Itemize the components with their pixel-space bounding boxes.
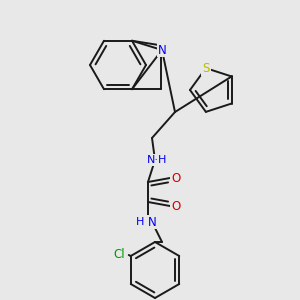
Text: N: N: [158, 44, 166, 56]
Text: Cl: Cl: [113, 248, 124, 260]
Text: S: S: [202, 61, 210, 75]
Text: O: O: [171, 200, 181, 212]
Text: H: H: [136, 217, 144, 227]
Text: O: O: [171, 172, 181, 184]
Text: N·H: N·H: [147, 155, 167, 165]
Text: N: N: [148, 215, 156, 229]
